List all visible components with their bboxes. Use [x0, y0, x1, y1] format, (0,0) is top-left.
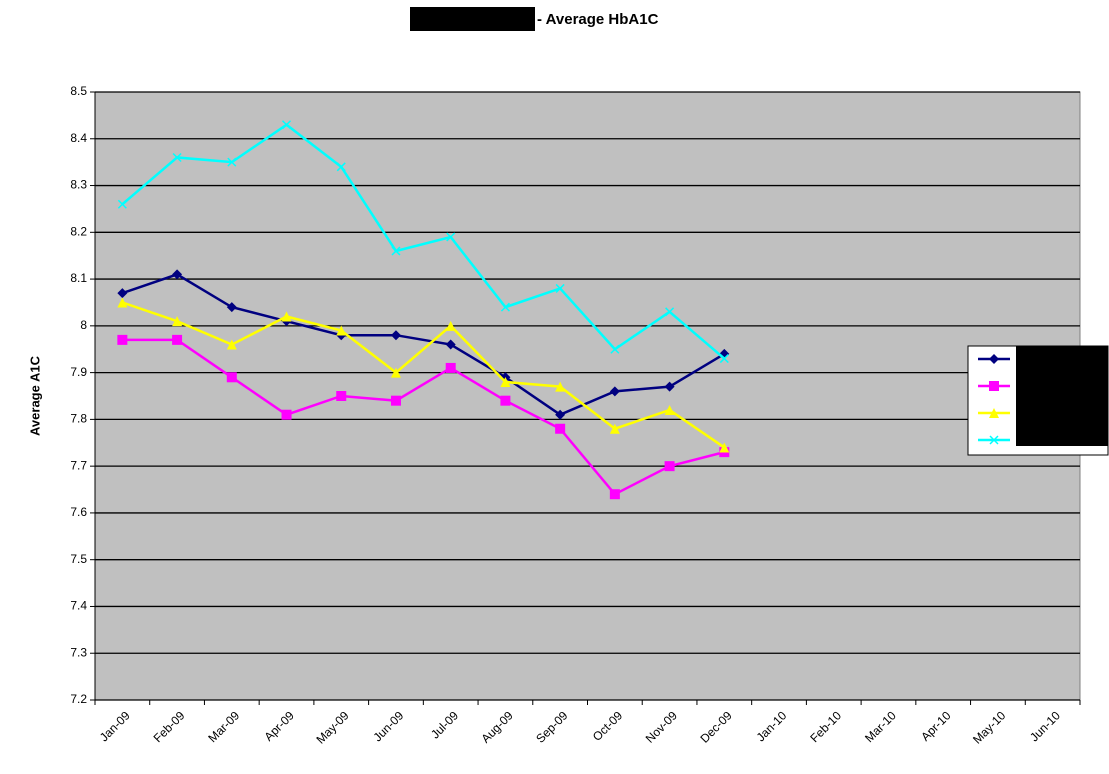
x-tick-label: Feb-09: [151, 708, 188, 745]
plot-area: [94, 91, 1081, 701]
marker: [664, 381, 675, 392]
marker: [336, 162, 346, 172]
marker: [281, 409, 292, 420]
y-tick-label: 7.2: [70, 692, 87, 706]
x-tick-label: Oct-09: [590, 708, 626, 744]
marker: [445, 320, 456, 331]
marker: [500, 376, 511, 387]
marker: [226, 302, 237, 313]
marker: [172, 269, 183, 280]
marker: [117, 199, 127, 209]
x-tick-label: Jun-10: [1027, 708, 1063, 744]
marker: [555, 283, 565, 293]
chart-title: - Average HbA1C: [537, 11, 659, 28]
marker: [665, 307, 675, 317]
marker: [172, 152, 182, 163]
series-line: [121, 123, 726, 360]
marker: [664, 461, 675, 472]
x-tick-label: Dec-09: [697, 708, 734, 745]
marker: [500, 395, 511, 406]
marker: [226, 372, 237, 383]
marker: [555, 409, 566, 420]
marker: [610, 344, 620, 354]
x-tick-label: Mar-09: [205, 708, 242, 745]
marker: [281, 120, 292, 130]
x-tick-label: May-09: [313, 708, 351, 746]
y-tick-label: 7.8: [70, 412, 87, 426]
legend: [967, 345, 1109, 456]
x-tick-label: Jun-09: [370, 708, 406, 744]
legend-marker: [989, 435, 999, 445]
series-line: [121, 301, 726, 449]
y-tick-label: 7.5: [70, 552, 87, 566]
y-axis-label: Average A1C: [27, 355, 42, 436]
marker: [336, 391, 347, 401]
y-tick-label: 8: [80, 318, 87, 332]
series-line: [122, 338, 725, 496]
redaction: [410, 7, 535, 31]
x-tick-label: May-10: [970, 708, 1008, 746]
marker: [336, 325, 347, 336]
marker: [609, 386, 620, 397]
marker: [446, 232, 456, 242]
y-tick-label: 8.4: [70, 131, 87, 145]
x-tick-label: Apr-09: [262, 708, 298, 744]
marker: [609, 489, 620, 500]
y-tick-label: 8.5: [70, 84, 87, 98]
legend-marker: [989, 354, 999, 364]
marker: [117, 288, 128, 299]
marker: [117, 297, 128, 308]
marker: [172, 316, 183, 327]
marker: [390, 395, 401, 406]
marker: [117, 334, 128, 345]
marker: [609, 423, 620, 434]
marker: [227, 157, 237, 167]
x-tick-label: Jan-10: [754, 708, 790, 744]
marker: [719, 354, 729, 364]
marker: [445, 362, 456, 373]
y-tick-label: 8.3: [70, 178, 87, 192]
legend-marker: [989, 408, 999, 418]
marker: [390, 367, 401, 378]
x-tick-label: Sep-09: [533, 708, 570, 745]
x-tick-label: Mar-10: [862, 708, 899, 745]
marker: [226, 339, 237, 350]
x-tick-label: Nov-09: [643, 708, 680, 745]
x-tick-label: Jul-09: [428, 708, 461, 741]
marker: [172, 334, 183, 345]
marker: [281, 311, 292, 322]
marker: [719, 442, 730, 453]
y-tick-label: 8.1: [70, 271, 87, 285]
y-tick-label: 7.6: [70, 505, 87, 519]
marker: [664, 405, 675, 416]
marker: [555, 381, 566, 392]
marker: [445, 339, 456, 350]
x-tick-label: Apr-10: [918, 708, 954, 744]
y-tick-label: 7.7: [70, 458, 87, 472]
redaction: [1016, 346, 1108, 446]
marker: [390, 330, 401, 341]
x-tick-label: Jan-09: [97, 708, 133, 744]
marker: [555, 423, 566, 434]
y-tick-label: 7.9: [70, 365, 87, 379]
y-tick-label: 8.2: [70, 224, 87, 238]
x-tick-label: Aug-09: [479, 708, 516, 745]
y-tick-label: 7.4: [70, 599, 87, 613]
marker: [500, 302, 510, 312]
series-line: [121, 273, 725, 417]
y-tick-label: 7.3: [70, 645, 87, 659]
marker: [391, 246, 401, 256]
legend-marker: [989, 381, 999, 391]
x-tick-label: Feb-10: [807, 708, 844, 745]
